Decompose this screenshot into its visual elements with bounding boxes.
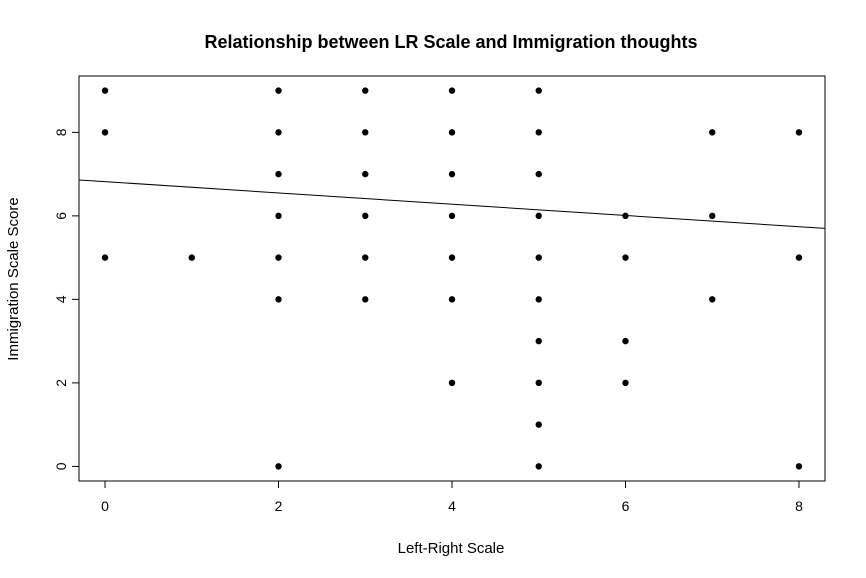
data-point	[362, 87, 369, 94]
data-point	[275, 296, 282, 303]
data-point	[535, 254, 542, 261]
y-tick-label: 8	[53, 128, 69, 136]
data-point	[795, 254, 803, 261]
data-point	[275, 254, 282, 261]
x-axis: 0 2 4 6 8	[101, 480, 803, 514]
data-point	[101, 87, 109, 94]
data-point	[275, 212, 282, 220]
x-tick-label: 6	[622, 498, 630, 514]
data-point	[535, 337, 542, 345]
chart-title: Relationship between LR Scale and Immigr…	[204, 32, 697, 52]
data-point	[362, 212, 369, 220]
data-point	[275, 129, 282, 136]
data-point	[622, 379, 629, 387]
data-point	[275, 463, 282, 470]
data-point	[448, 379, 456, 387]
data-point	[709, 129, 716, 136]
regression-line	[78, 179, 826, 229]
data-point	[362, 254, 369, 261]
x-tick-label: 8	[795, 498, 803, 514]
y-tick-label: 6	[53, 212, 69, 220]
data-point	[448, 129, 456, 136]
data-point	[448, 170, 456, 178]
data-point	[362, 129, 369, 136]
data-point	[101, 129, 109, 136]
data-point	[535, 379, 542, 387]
data-point	[795, 129, 803, 136]
data-point	[622, 254, 629, 261]
plot-frame	[78, 75, 826, 482]
data-point	[448, 212, 456, 220]
x-tick-label: 4	[448, 498, 456, 514]
y-tick-label: 4	[53, 295, 69, 303]
data-point	[535, 463, 542, 470]
data-point	[535, 421, 542, 428]
y-tick-label: 0	[53, 462, 69, 470]
data-point	[448, 296, 456, 303]
data-point	[622, 337, 629, 345]
data-point	[709, 212, 716, 220]
data-point	[622, 212, 629, 220]
data-point	[535, 212, 542, 220]
data-point	[535, 129, 542, 136]
data-point	[448, 254, 456, 261]
data-point	[535, 87, 542, 94]
data-point	[188, 254, 195, 261]
data-point	[535, 170, 542, 178]
data-point	[535, 296, 542, 303]
data-points	[101, 87, 803, 470]
data-point	[101, 254, 109, 261]
data-point	[362, 170, 369, 178]
x-tick-label: 0	[101, 498, 109, 514]
data-point	[275, 87, 282, 94]
data-point	[362, 296, 369, 303]
regression-line-group	[78, 179, 826, 229]
data-point	[275, 170, 282, 178]
data-point	[448, 87, 456, 94]
data-point	[795, 463, 803, 470]
x-tick-label: 2	[275, 498, 283, 514]
x-axis-label: Left-Right Scale	[398, 540, 505, 557]
y-axis-label: Immigration Scale Score	[5, 197, 22, 360]
y-tick-label: 2	[53, 379, 69, 387]
data-point	[709, 296, 716, 303]
y-axis: 0 2 4 6 8	[53, 128, 80, 470]
